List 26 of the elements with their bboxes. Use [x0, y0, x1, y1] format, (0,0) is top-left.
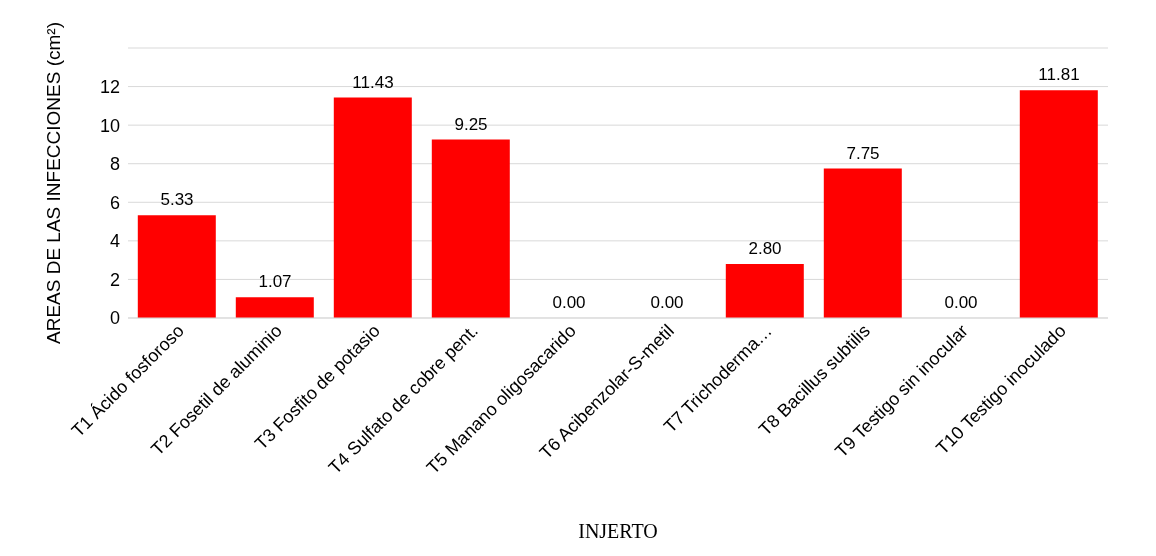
y-tick-label: 8: [109, 154, 120, 175]
bar: [431, 139, 510, 318]
bar: [235, 297, 314, 318]
data-label: 9.25: [454, 114, 488, 134]
y-tick-label: 12: [99, 76, 120, 97]
data-label: 1.07: [258, 272, 292, 292]
data-label: 0.00: [552, 292, 586, 312]
data-label: 7.75: [846, 143, 880, 163]
data-label: 11.81: [1038, 65, 1080, 85]
data-label: 11.43: [352, 72, 394, 92]
bar: [333, 97, 412, 318]
bar: [725, 264, 804, 318]
y-tick-label: 2: [109, 269, 120, 290]
data-label: 2.80: [748, 238, 782, 258]
bar: [1019, 90, 1098, 318]
x-axis-title: INJERTO: [578, 520, 658, 542]
y-tick-label: 4: [109, 231, 120, 252]
data-label: 0.00: [944, 292, 978, 312]
data-label: 0.00: [650, 292, 684, 312]
data-label: 5.33: [160, 190, 194, 210]
bar: [137, 215, 216, 318]
y-tick-label: 0: [109, 308, 120, 329]
bar: [823, 168, 902, 318]
y-axis-title: AREAS DE LAS INFECCIONES (cm²): [42, 22, 64, 344]
y-tick-label: 6: [109, 192, 120, 213]
y-tick-label: 10: [99, 115, 120, 136]
